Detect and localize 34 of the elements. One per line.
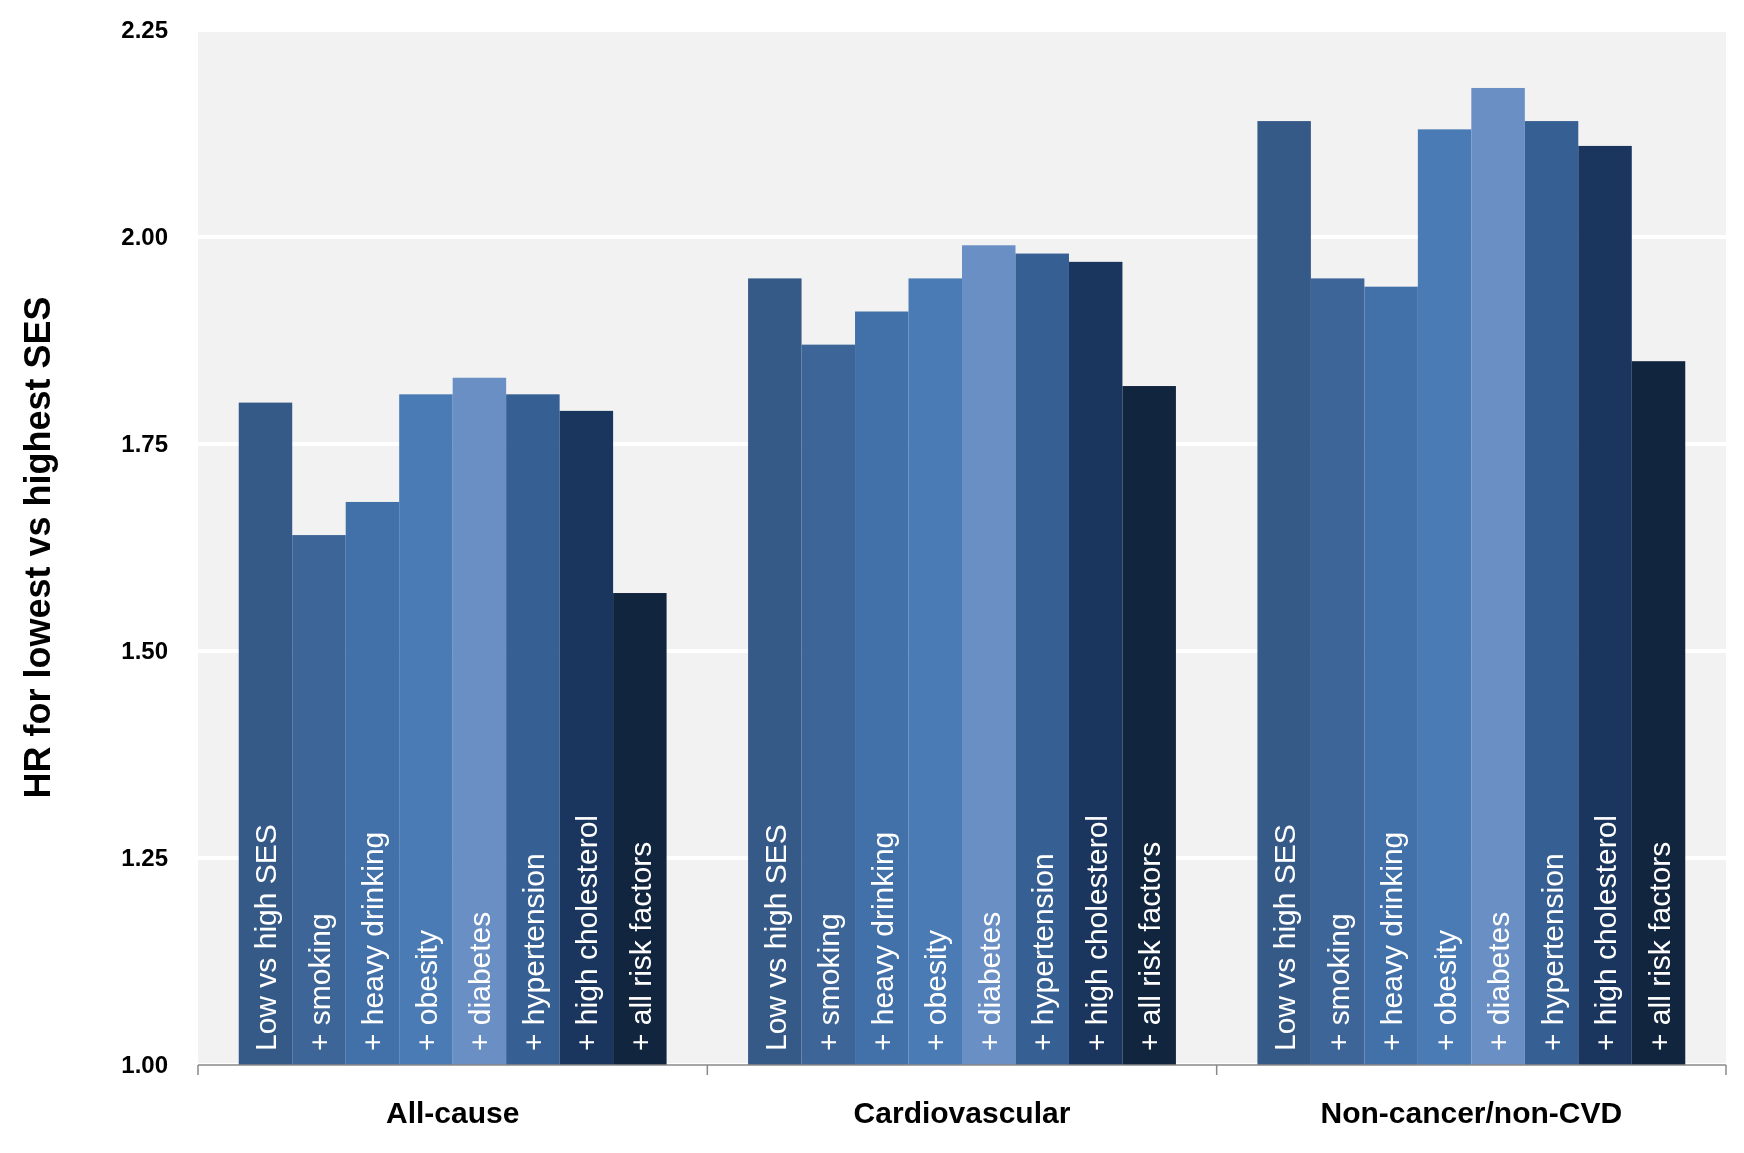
series-label: + all risk factors bbox=[623, 841, 657, 1051]
x-tick-label: Cardiovascular bbox=[853, 1096, 1071, 1129]
series-label: + high cholesterol bbox=[570, 815, 604, 1051]
text: + diabetes bbox=[972, 911, 1006, 1051]
y-axis-title: HR for lowest vs highest SES bbox=[17, 296, 58, 799]
text: + high cholesterol bbox=[1589, 815, 1623, 1051]
series-label: + hypertension bbox=[516, 853, 550, 1051]
text: + all risk factors bbox=[1133, 841, 1167, 1051]
y-tick-label: 2.25 bbox=[121, 16, 168, 44]
series-label: + smoking bbox=[1321, 913, 1355, 1051]
y-tick-label: 1.25 bbox=[121, 844, 168, 872]
series-label: Low vs high SES bbox=[758, 824, 792, 1051]
y-tick-label: 1.75 bbox=[121, 430, 168, 458]
text: + obesity bbox=[1428, 930, 1462, 1051]
series-label: + obesity bbox=[409, 930, 443, 1051]
text: + heavy drinking bbox=[1375, 831, 1409, 1051]
series-label: + heavy drinking bbox=[356, 831, 390, 1051]
text: + obesity bbox=[919, 930, 953, 1051]
text: + smoking bbox=[302, 913, 336, 1051]
text: + high cholesterol bbox=[1079, 815, 1113, 1051]
text: + diabetes bbox=[1482, 911, 1516, 1051]
text: + heavy drinking bbox=[865, 831, 899, 1051]
x-tick-label: All-cause bbox=[385, 1096, 520, 1129]
text: + hypertension bbox=[1026, 853, 1060, 1051]
y-tick-label: 2.00 bbox=[121, 223, 168, 251]
text: Low vs high SES bbox=[249, 824, 283, 1051]
text: + all risk factors bbox=[1642, 841, 1676, 1051]
text: + hypertension bbox=[1535, 853, 1569, 1051]
x-tick-label: Non-cancer/non-CVD bbox=[1320, 1096, 1623, 1129]
series-label: + diabetes bbox=[463, 911, 497, 1051]
y-tick-label: 1.50 bbox=[121, 637, 168, 665]
text: + smoking bbox=[812, 913, 846, 1051]
y-tick-label: 1.00 bbox=[121, 1051, 168, 1079]
text: Low vs high SES bbox=[1268, 824, 1302, 1051]
